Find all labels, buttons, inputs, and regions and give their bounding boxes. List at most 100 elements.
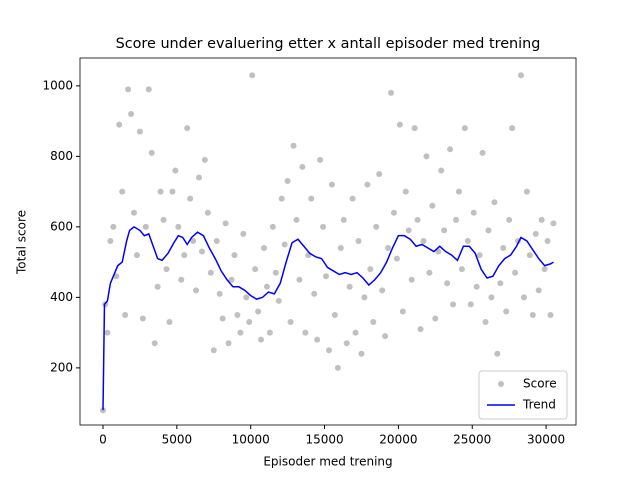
score-point <box>358 350 365 357</box>
score-point <box>467 301 474 308</box>
score-point <box>388 89 395 96</box>
score-point <box>420 237 427 244</box>
score-point <box>166 319 173 326</box>
score-point <box>172 167 179 174</box>
score-point <box>482 319 489 326</box>
score-point <box>385 245 392 252</box>
score-point <box>181 252 188 259</box>
score-point <box>399 308 406 315</box>
score-point <box>151 340 158 347</box>
score-point <box>550 220 557 227</box>
score-point <box>237 329 244 336</box>
score-point <box>529 312 536 319</box>
score-point <box>314 336 321 343</box>
score-point <box>219 315 226 322</box>
score-point <box>157 188 164 195</box>
score-point <box>284 178 291 185</box>
y-tick-label: 1000 <box>42 78 73 92</box>
score-point <box>432 315 439 322</box>
score-point <box>225 340 232 347</box>
score-point <box>411 125 418 132</box>
score-point <box>281 241 288 248</box>
x-tick-label: 20000 <box>379 433 417 447</box>
score-point <box>352 329 359 336</box>
legend-marker <box>498 381 504 387</box>
score-point <box>128 111 135 118</box>
score-point <box>320 223 327 230</box>
score-point <box>175 223 182 230</box>
score-point <box>547 312 554 319</box>
score-point <box>370 319 377 326</box>
score-point <box>160 216 167 223</box>
score-point <box>201 156 208 163</box>
score-point <box>290 142 297 149</box>
score-point <box>269 223 276 230</box>
score-point <box>293 216 300 223</box>
legend-label: Score <box>523 377 557 391</box>
score-point <box>139 315 146 322</box>
score-point <box>452 216 459 223</box>
score-point <box>184 125 191 132</box>
score-point <box>323 273 330 280</box>
score-point <box>535 287 542 294</box>
score-point <box>107 237 114 244</box>
score-point <box>302 329 309 336</box>
plot-frame <box>79 57 577 426</box>
score-point <box>133 252 140 259</box>
score-point <box>331 312 338 319</box>
legend-label: Trend <box>522 398 556 412</box>
score-point <box>464 237 471 244</box>
x-tick-label: 30000 <box>527 433 565 447</box>
score-point <box>500 245 507 252</box>
score-point <box>376 170 383 177</box>
score-point <box>396 121 403 128</box>
score-point <box>379 287 386 294</box>
score-point <box>470 209 477 216</box>
score-point <box>523 188 530 195</box>
score-point <box>441 227 448 234</box>
score-point <box>272 269 279 276</box>
score-point <box>429 202 436 209</box>
score-point <box>222 220 229 227</box>
score-point <box>476 252 483 259</box>
score-point <box>263 283 270 290</box>
score-point <box>488 294 495 301</box>
score-point <box>473 283 480 290</box>
score-point <box>328 181 335 188</box>
score-point <box>390 209 397 216</box>
score-point <box>346 283 353 290</box>
score-point <box>364 181 371 188</box>
score-point <box>526 252 533 259</box>
score-point <box>122 312 129 319</box>
score-point <box>228 276 235 283</box>
score-point <box>104 329 111 336</box>
score-point <box>426 269 433 276</box>
score-point <box>136 128 143 135</box>
score-point <box>255 308 262 315</box>
score-point <box>393 255 400 262</box>
score-point <box>491 199 498 206</box>
score-point <box>249 72 256 79</box>
score-point <box>444 280 451 287</box>
score-point <box>414 216 421 223</box>
score-point <box>497 280 504 287</box>
score-point <box>163 266 170 273</box>
score-point <box>408 276 415 283</box>
score-point <box>131 209 138 216</box>
score-point <box>258 336 265 343</box>
score-point <box>461 125 468 132</box>
x-tick-label: 15000 <box>305 433 343 447</box>
chart-title: Score under evaluering etter x antall ep… <box>116 36 541 52</box>
score-point <box>148 149 155 156</box>
score-point <box>207 269 214 276</box>
score-point <box>479 149 486 156</box>
score-point <box>252 266 259 273</box>
score-point <box>340 216 347 223</box>
x-tick-label: 0 <box>99 433 107 447</box>
score-point <box>458 266 465 273</box>
score-point <box>532 230 539 237</box>
score-point <box>240 230 247 237</box>
score-point <box>234 312 241 319</box>
y-tick-label: 400 <box>50 290 73 304</box>
